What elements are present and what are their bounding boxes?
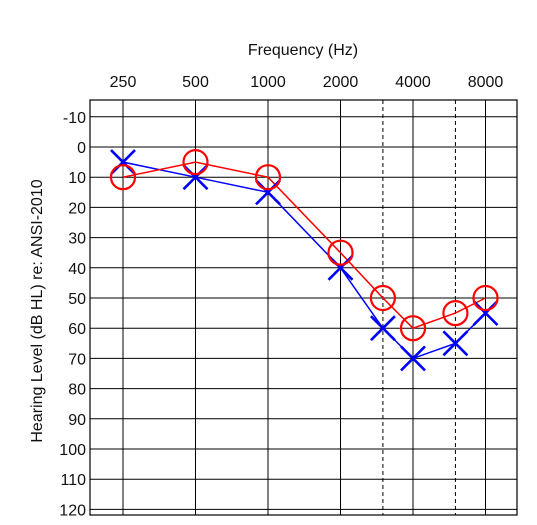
circle-marker xyxy=(399,315,427,342)
x-tick-label: 1000 xyxy=(250,74,286,91)
cross-marker xyxy=(369,315,396,342)
x-tick-label: 8000 xyxy=(468,74,504,91)
cross-marker xyxy=(400,345,426,372)
y-tick-label: 50 xyxy=(68,291,86,308)
y-tick-label: 90 xyxy=(68,412,86,429)
y-tick-label: 120 xyxy=(59,502,86,519)
x-tick-label: 4000 xyxy=(395,74,431,91)
y-axis-label: Hearing Level (dB HL) re: ANSI-2010 xyxy=(29,179,46,442)
grid xyxy=(90,100,517,515)
circle-marker xyxy=(327,239,354,266)
red-series-line xyxy=(122,161,486,330)
y-tick-labels: -10 0 10 20 30 40 50 60 70 80 90 100 110 120 xyxy=(59,110,86,520)
x-tick-labels: 250 500 1000 2000 4000 8000 xyxy=(110,74,504,91)
y-tick-label: 20 xyxy=(68,200,86,217)
y-tick-label: 70 xyxy=(68,351,86,368)
circle-marker xyxy=(472,284,499,312)
y-tick-label: 40 xyxy=(68,261,86,278)
y-tick-label: -10 xyxy=(63,110,86,127)
y-tick-label: 110 xyxy=(60,472,86,489)
cross-marker xyxy=(110,149,136,176)
cross-marker xyxy=(327,254,354,281)
plot-frame xyxy=(89,99,518,516)
cross-marker xyxy=(472,300,499,327)
y-tick-label: 80 xyxy=(68,382,86,399)
circle-marker xyxy=(442,300,469,327)
x-axis-label: Frequency (Hz) xyxy=(248,42,358,59)
cross-marker xyxy=(182,164,209,191)
y-tick-label: 60 xyxy=(68,321,86,338)
y-tick-label: 100 xyxy=(59,442,86,459)
x-tick-label: 500 xyxy=(182,74,209,91)
y-tick-label: 30 xyxy=(68,231,86,248)
circle-marker xyxy=(109,164,137,191)
x-tick-label: 2000 xyxy=(323,74,359,91)
circle-marker xyxy=(254,164,282,191)
circle-marker xyxy=(182,149,209,176)
series-layer xyxy=(109,149,499,372)
y-tick-label: 0 xyxy=(77,140,86,157)
x-tick-label: 250 xyxy=(110,74,137,91)
y-tick-label: 10 xyxy=(68,170,86,187)
cross-marker xyxy=(255,179,281,206)
circle-marker xyxy=(369,284,397,312)
blue-series-line xyxy=(122,161,487,360)
cross-marker xyxy=(442,330,469,357)
